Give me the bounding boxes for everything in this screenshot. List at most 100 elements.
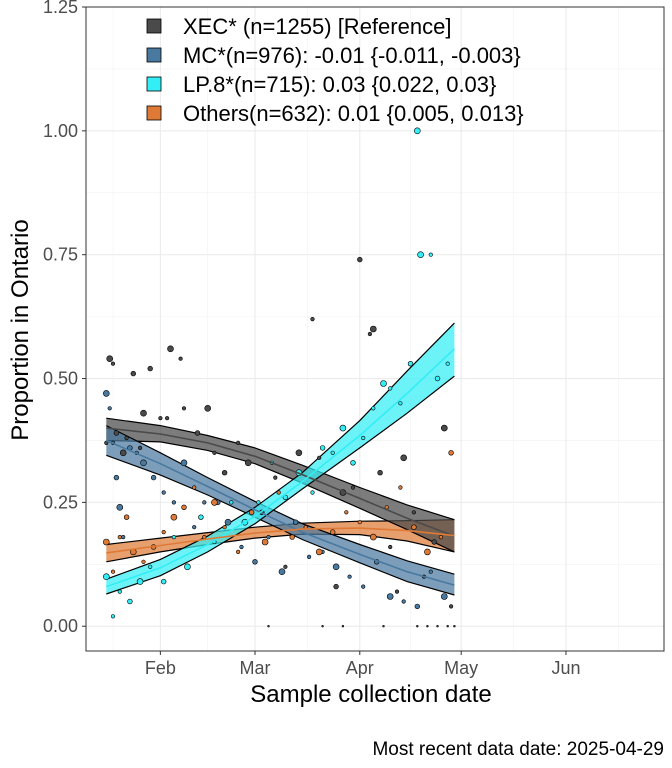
data-point	[448, 450, 454, 456]
data-point	[167, 345, 174, 353]
data-point	[106, 355, 113, 363]
data-point	[416, 624, 419, 628]
y-tick-label: 0.25	[43, 492, 78, 512]
data-point	[315, 548, 323, 556]
data-point	[411, 510, 417, 515]
data-point	[428, 569, 433, 574]
data-point	[110, 614, 116, 619]
data-point	[347, 574, 352, 579]
data-point	[434, 375, 441, 382]
data-point	[103, 538, 110, 546]
band-upper-edge	[106, 425, 455, 575]
data-point	[124, 435, 129, 441]
data-points	[103, 127, 456, 628]
fit-line	[105, 439, 455, 586]
data-point	[307, 554, 312, 560]
data-point	[212, 450, 217, 455]
data-point	[446, 624, 449, 628]
y-tick-label: 0.75	[43, 245, 78, 265]
data-point	[440, 593, 448, 600]
data-point	[248, 509, 255, 515]
data-point	[266, 534, 271, 540]
data-point	[224, 518, 232, 526]
data-point	[276, 490, 281, 495]
data-point	[411, 524, 417, 530]
data-point	[371, 406, 376, 411]
fit-line	[106, 527, 455, 554]
x-tick-label: Feb	[145, 658, 176, 678]
data-point	[161, 578, 167, 585]
data-point	[357, 520, 362, 525]
data-point	[344, 510, 349, 515]
data-point	[261, 538, 269, 546]
data-point	[110, 569, 116, 574]
legend-key	[146, 47, 162, 63]
data-point	[350, 460, 356, 466]
data-point	[369, 325, 377, 333]
data-point	[394, 589, 400, 594]
fit-lines	[105, 348, 455, 588]
data-point	[400, 454, 408, 462]
band-lower-edge	[106, 533, 455, 563]
data-point	[283, 564, 288, 569]
data-point	[426, 624, 429, 628]
data-point	[388, 544, 393, 550]
data-point	[407, 361, 414, 367]
band-upper-edge	[106, 417, 455, 521]
legend-label: MC*(n=976): -0.01 {-0.011, -0.003}	[183, 43, 521, 68]
data-point	[171, 534, 176, 540]
caption: Most recent data date: 2025-04-29	[372, 739, 664, 760]
data-point	[127, 598, 133, 605]
fit-line	[106, 427, 455, 537]
data-point	[282, 494, 289, 501]
data-point	[178, 356, 183, 361]
data-point	[136, 578, 144, 585]
y-tick-label: 1.25	[43, 0, 78, 17]
data-point	[165, 416, 170, 421]
x-tick-label: Jun	[551, 658, 580, 678]
data-point	[321, 624, 324, 628]
data-point	[244, 459, 252, 467]
data-point	[110, 361, 116, 366]
legend-label: Others(n=632): 0.01 {0.005, 0.013}	[183, 101, 524, 126]
data-point	[130, 370, 137, 377]
data-point	[192, 525, 197, 530]
data-point	[438, 534, 444, 540]
data-point	[123, 514, 130, 520]
data-point	[116, 503, 124, 511]
axis-ticks: 0.00 0.25 0.50 0.75 1.00 1.25 Feb Mar Apr May Jun	[43, 0, 581, 678]
data-point	[239, 544, 244, 550]
data-point	[339, 424, 347, 432]
x-tick-label: May	[444, 658, 478, 678]
data-point	[194, 430, 201, 436]
y-axis-title: Proportion in Ontario	[7, 219, 34, 440]
data-point	[113, 474, 120, 481]
data-point	[211, 499, 218, 506]
legend-label: LP.8*(n=715): 0.03 {0.022, 0.03}	[183, 72, 496, 97]
data-point	[267, 624, 270, 628]
data-point	[170, 513, 178, 521]
data-point	[181, 504, 187, 510]
data-point	[380, 380, 387, 387]
data-point	[417, 251, 424, 258]
data-point	[317, 455, 322, 460]
data-point	[398, 485, 403, 490]
data-point	[256, 500, 261, 505]
data-point	[436, 624, 439, 628]
data-point	[103, 390, 110, 397]
data-point	[161, 529, 166, 535]
data-point	[202, 534, 207, 540]
confidence-band	[106, 425, 455, 595]
data-point	[310, 490, 315, 495]
data-point	[103, 573, 110, 581]
data-point	[236, 440, 241, 446]
y-tick-label: 1.00	[43, 121, 78, 141]
data-point	[221, 470, 228, 476]
data-point	[295, 449, 303, 457]
data-point	[431, 539, 437, 545]
data-point	[171, 500, 176, 505]
legend: XEC* (n=1255) [Reference] MC*(n=976): -0.…	[146, 14, 524, 126]
data-point	[449, 604, 454, 609]
